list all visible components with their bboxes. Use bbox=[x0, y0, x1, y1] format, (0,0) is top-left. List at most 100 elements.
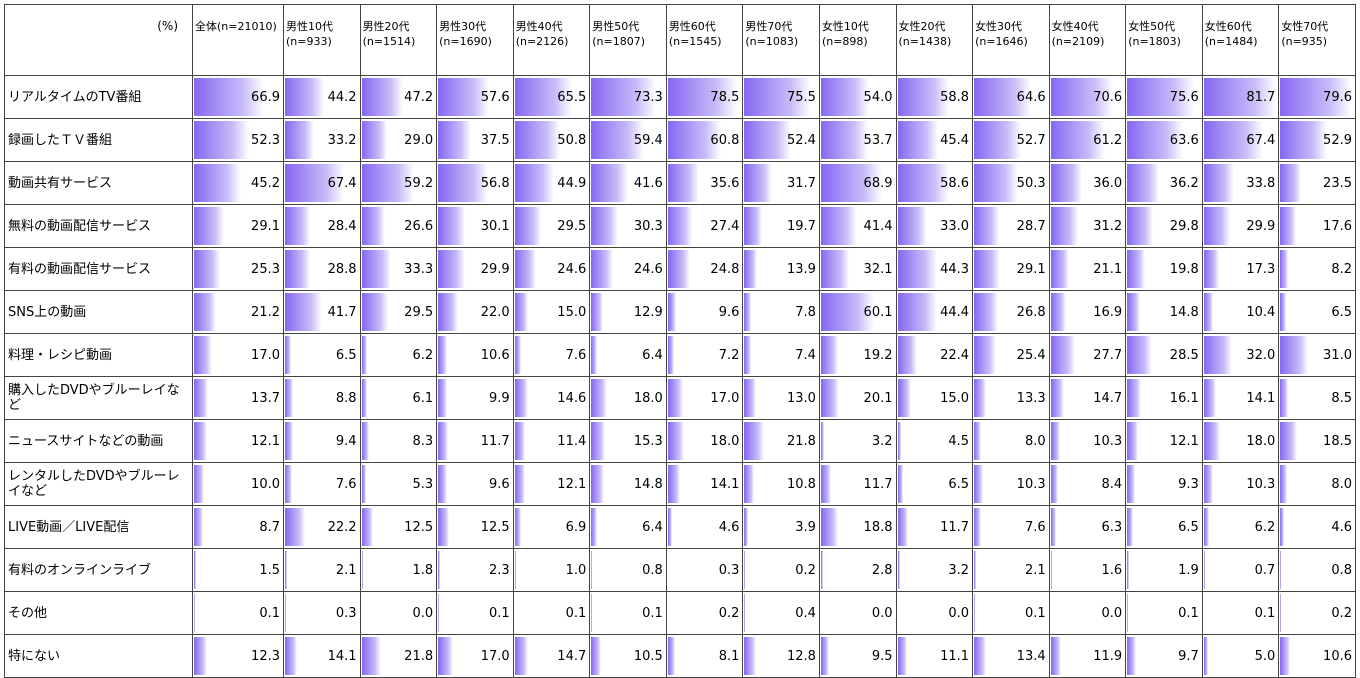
cell-value: 12.5 bbox=[404, 520, 433, 535]
cell-value: 79.6 bbox=[1323, 90, 1352, 105]
cell-value: 33.3 bbox=[404, 262, 433, 277]
column-n: (n=1803) bbox=[1128, 35, 1181, 48]
value-cell: 6.5 bbox=[1279, 291, 1356, 334]
row-label: LIVE動画／LIVE配信 bbox=[5, 506, 193, 549]
cell-value: 60.1 bbox=[864, 305, 893, 320]
value-cell: 0.7 bbox=[1202, 549, 1279, 592]
value-cell: 28.7 bbox=[973, 205, 1050, 248]
data-bar bbox=[744, 250, 756, 288]
cell-value: 1.8 bbox=[412, 563, 433, 578]
data-bar bbox=[515, 379, 528, 417]
data-bar bbox=[821, 465, 831, 503]
data-bar bbox=[974, 207, 999, 245]
cell-value: 29.5 bbox=[557, 219, 586, 234]
value-cell: 44.4 bbox=[896, 291, 973, 334]
value-cell: 70.6 bbox=[1049, 76, 1126, 119]
cell-value: 41.4 bbox=[864, 219, 893, 234]
cell-value: 6.5 bbox=[336, 348, 357, 363]
data-bar bbox=[744, 121, 790, 159]
value-cell: 10.3 bbox=[1202, 463, 1279, 506]
value-cell: 28.4 bbox=[284, 205, 361, 248]
data-bar bbox=[898, 551, 901, 589]
cell-value: 60.8 bbox=[710, 133, 739, 148]
data-bar bbox=[194, 379, 208, 417]
cell-value: 24.6 bbox=[557, 262, 586, 277]
data-bar bbox=[821, 379, 839, 417]
data-bar bbox=[1127, 422, 1138, 460]
row-label: 特にない bbox=[5, 635, 193, 678]
cell-value: 2.1 bbox=[336, 563, 357, 578]
cell-value: 37.5 bbox=[481, 133, 510, 148]
data-bar bbox=[898, 379, 911, 417]
data-bar bbox=[974, 121, 1021, 159]
cell-value: 0.0 bbox=[1102, 606, 1123, 621]
value-cell: 31.2 bbox=[1049, 205, 1126, 248]
data-bar bbox=[1280, 465, 1287, 503]
value-cell: 24.6 bbox=[513, 248, 590, 291]
data-bar bbox=[591, 207, 618, 245]
value-cell: 21.8 bbox=[360, 635, 437, 678]
value-cell: 44.2 bbox=[284, 76, 361, 119]
value-cell: 10.6 bbox=[437, 334, 514, 377]
cell-value: 68.9 bbox=[864, 176, 893, 191]
cell-value: 29.1 bbox=[251, 219, 280, 234]
data-bar bbox=[668, 250, 690, 288]
cell-value: 9.6 bbox=[719, 305, 740, 320]
cell-value: 16.1 bbox=[1170, 391, 1199, 406]
data-bar bbox=[1127, 207, 1153, 245]
cell-value: 19.2 bbox=[864, 348, 893, 363]
value-cell: 0.0 bbox=[1049, 592, 1126, 635]
data-bar bbox=[668, 637, 675, 675]
value-cell: 3.2 bbox=[819, 420, 896, 463]
column-n: (n=2109) bbox=[1052, 35, 1105, 48]
column-header: 女性30代(n=1646) bbox=[973, 5, 1050, 76]
value-cell: 11.1 bbox=[896, 635, 973, 678]
data-bar bbox=[1127, 250, 1144, 288]
data-bar bbox=[515, 637, 528, 675]
cell-value: 8.0 bbox=[1025, 434, 1046, 449]
value-cell: 45.4 bbox=[896, 119, 973, 162]
data-bar bbox=[744, 379, 755, 417]
data-bar bbox=[668, 336, 674, 374]
cell-value: 52.9 bbox=[1323, 133, 1352, 148]
data-bar bbox=[362, 465, 367, 503]
data-bar bbox=[515, 121, 560, 159]
data-bar bbox=[1280, 164, 1301, 202]
cell-value: 22.2 bbox=[328, 520, 357, 535]
cell-value: 67.4 bbox=[1246, 133, 1275, 148]
cell-value: 23.5 bbox=[1323, 176, 1352, 191]
cell-value: 16.9 bbox=[1093, 305, 1122, 320]
value-cell: 1.9 bbox=[1126, 549, 1203, 592]
data-bar bbox=[668, 164, 699, 202]
value-cell: 30.1 bbox=[437, 205, 514, 248]
value-cell: 13.9 bbox=[743, 248, 820, 291]
data-bar bbox=[898, 465, 904, 503]
value-cell: 29.9 bbox=[1202, 205, 1279, 248]
value-cell: 26.8 bbox=[973, 291, 1050, 334]
cell-value: 0.2 bbox=[719, 606, 740, 621]
cell-value: 29.5 bbox=[404, 305, 433, 320]
value-cell: 0.1 bbox=[193, 592, 284, 635]
cell-value: 81.7 bbox=[1246, 90, 1275, 105]
cell-value: 53.7 bbox=[864, 133, 893, 148]
cell-value: 10.3 bbox=[1017, 477, 1046, 492]
data-bar bbox=[591, 551, 592, 589]
value-cell: 12.9 bbox=[590, 291, 667, 334]
cell-value: 19.7 bbox=[787, 219, 816, 234]
value-cell: 8.1 bbox=[666, 635, 743, 678]
data-bar bbox=[285, 422, 293, 460]
cell-value: 58.6 bbox=[940, 176, 969, 191]
value-cell: 75.6 bbox=[1126, 76, 1203, 119]
data-bar bbox=[362, 422, 369, 460]
cell-value: 20.1 bbox=[864, 391, 893, 406]
value-cell: 1.6 bbox=[1049, 549, 1126, 592]
data-bar bbox=[821, 422, 824, 460]
value-cell: 29.5 bbox=[360, 291, 437, 334]
cell-value: 5.0 bbox=[1255, 649, 1276, 664]
value-cell: 41.7 bbox=[284, 291, 361, 334]
data-bar bbox=[821, 121, 868, 159]
cell-value: 21.1 bbox=[1093, 262, 1122, 277]
data-bar bbox=[1127, 164, 1159, 202]
